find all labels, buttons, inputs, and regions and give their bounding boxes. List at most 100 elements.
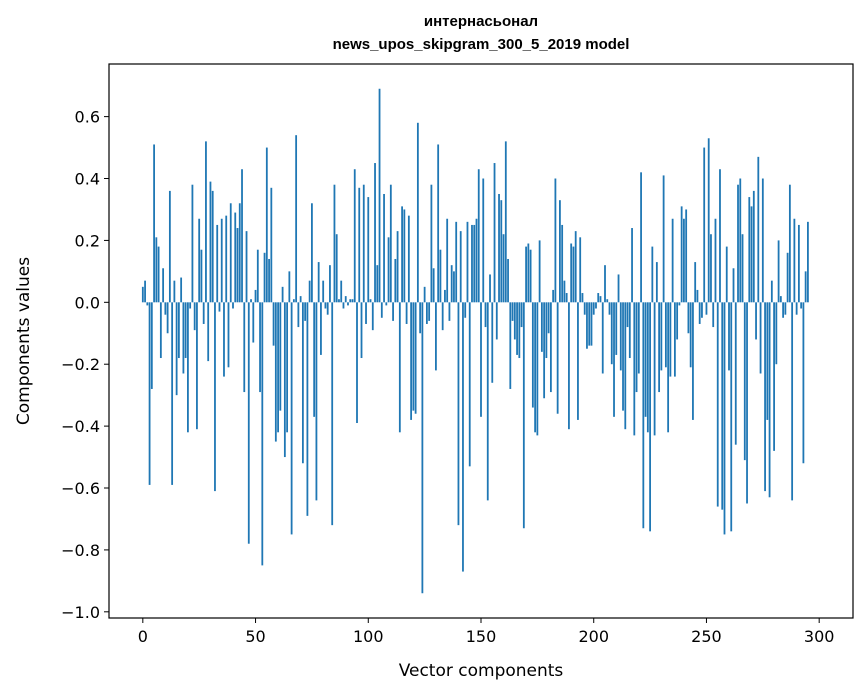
- bar-component-22: [191, 184, 194, 303]
- bar-component-34: [218, 302, 221, 312]
- bar-component-123: [419, 302, 422, 334]
- x-tick-label: 300: [804, 627, 835, 646]
- y-tick-label: −0.6: [61, 479, 100, 498]
- bar-component-270: [750, 206, 753, 303]
- bar-component-230: [660, 302, 663, 371]
- bar-component-251: [707, 138, 710, 303]
- bar-component-65: [288, 271, 291, 303]
- bar-component-9: [162, 268, 165, 303]
- plot-frame: [108, 63, 854, 619]
- bar-component-226: [651, 246, 654, 303]
- bar-component-161: [504, 141, 507, 303]
- bar-component-173: [531, 302, 534, 408]
- bar-component-140: [457, 302, 460, 526]
- bar-component-24: [196, 302, 198, 430]
- bar-component-277: [766, 302, 769, 420]
- bar-component-96: [358, 187, 361, 303]
- x-axis-label: Vector components: [399, 661, 564, 681]
- bar-component-267: [743, 302, 746, 461]
- bar-component-27: [202, 302, 205, 324]
- bar-component-8: [159, 302, 162, 359]
- y-tick-label: −1.0: [61, 603, 100, 622]
- bar-component-45: [243, 302, 246, 393]
- bar-component-36: [223, 302, 225, 377]
- bar-component-191: [572, 246, 575, 303]
- y-tick-label: −0.2: [61, 355, 100, 374]
- bar-component-6: [155, 237, 158, 303]
- bar-component-151: [482, 178, 485, 303]
- bar-component-98: [362, 184, 365, 303]
- bar-component-269: [748, 197, 751, 303]
- bar-component-248: [701, 302, 703, 318]
- bar-component-291: [797, 224, 800, 303]
- bar-component-58: [272, 302, 275, 346]
- bar-component-290: [795, 302, 798, 315]
- bar-component-252: [710, 234, 712, 303]
- x-axis-ticks: 0 50 100 150 200 250 300: [138, 618, 835, 646]
- y-tick-label: −0.8: [61, 541, 100, 560]
- bar-component-162: [507, 258, 509, 303]
- bar-component-66: [290, 302, 293, 535]
- bar-component-228: [655, 262, 658, 303]
- bar-component-127: [428, 302, 431, 321]
- bar-component-21: [189, 302, 192, 309]
- bar-component-190: [570, 243, 573, 303]
- y-tick-label: 0.4: [75, 170, 100, 189]
- bar-component-112: [394, 258, 397, 303]
- bar-component-35: [220, 218, 223, 303]
- bar-component-249: [703, 147, 706, 303]
- bar-component-280: [773, 302, 775, 451]
- bar-component-266: [741, 234, 744, 303]
- bar-component-53: [261, 302, 264, 566]
- bar-component-124: [421, 302, 424, 594]
- bar-component-250: [705, 302, 708, 315]
- bar-component-135: [446, 218, 449, 303]
- x-tick-label: 150: [466, 627, 497, 646]
- bar-component-198: [588, 302, 591, 346]
- bar-component-113: [396, 231, 399, 303]
- bar-component-111: [392, 302, 394, 321]
- bar-component-156: [493, 163, 496, 303]
- bar-component-44: [241, 169, 243, 303]
- bar-component-104: [376, 265, 379, 303]
- bar-component-178: [543, 302, 546, 399]
- bar-component-278: [768, 302, 771, 498]
- bar-component-247: [698, 302, 701, 324]
- bar-component-125: [423, 286, 426, 303]
- bar-component-260: [728, 302, 730, 371]
- bar-component-85: [333, 184, 336, 303]
- bar-component-110: [389, 184, 392, 303]
- bar-component-193: [577, 302, 579, 420]
- bar-component-50: [254, 289, 257, 303]
- bar-component-152: [484, 302, 487, 328]
- bar-component-101: [369, 299, 372, 303]
- bar-component-93: [351, 299, 354, 303]
- bar-component-169: [522, 302, 525, 529]
- bar-component-284: [782, 302, 785, 318]
- bar-component-119: [410, 302, 413, 420]
- bar-component-63: [283, 302, 286, 458]
- bar-component-100: [367, 197, 370, 303]
- bar-component-87: [338, 299, 340, 303]
- bar-component-234: [669, 302, 672, 377]
- chart-title-line-1: интернасьонал: [424, 13, 538, 30]
- bar-component-43: [238, 203, 241, 303]
- bar-component-276: [764, 302, 766, 492]
- bar-component-33: [216, 224, 219, 303]
- bar-component-245: [694, 262, 697, 303]
- bar-component-80: [322, 280, 325, 303]
- y-tick-label: −0.4: [61, 417, 100, 436]
- bar-component-13: [171, 302, 174, 485]
- bar-component-84: [331, 302, 334, 526]
- bar-component-0: [141, 286, 144, 303]
- bar-component-209: [613, 302, 615, 417]
- bar-component-148: [475, 218, 478, 303]
- bar-component-213: [622, 302, 624, 411]
- bar-component-272: [755, 302, 757, 340]
- bar-component-136: [448, 302, 451, 321]
- bar-component-129: [432, 268, 435, 303]
- bar-component-167: [518, 302, 521, 359]
- bar-component-55: [265, 147, 268, 303]
- bar-component-57: [270, 187, 273, 303]
